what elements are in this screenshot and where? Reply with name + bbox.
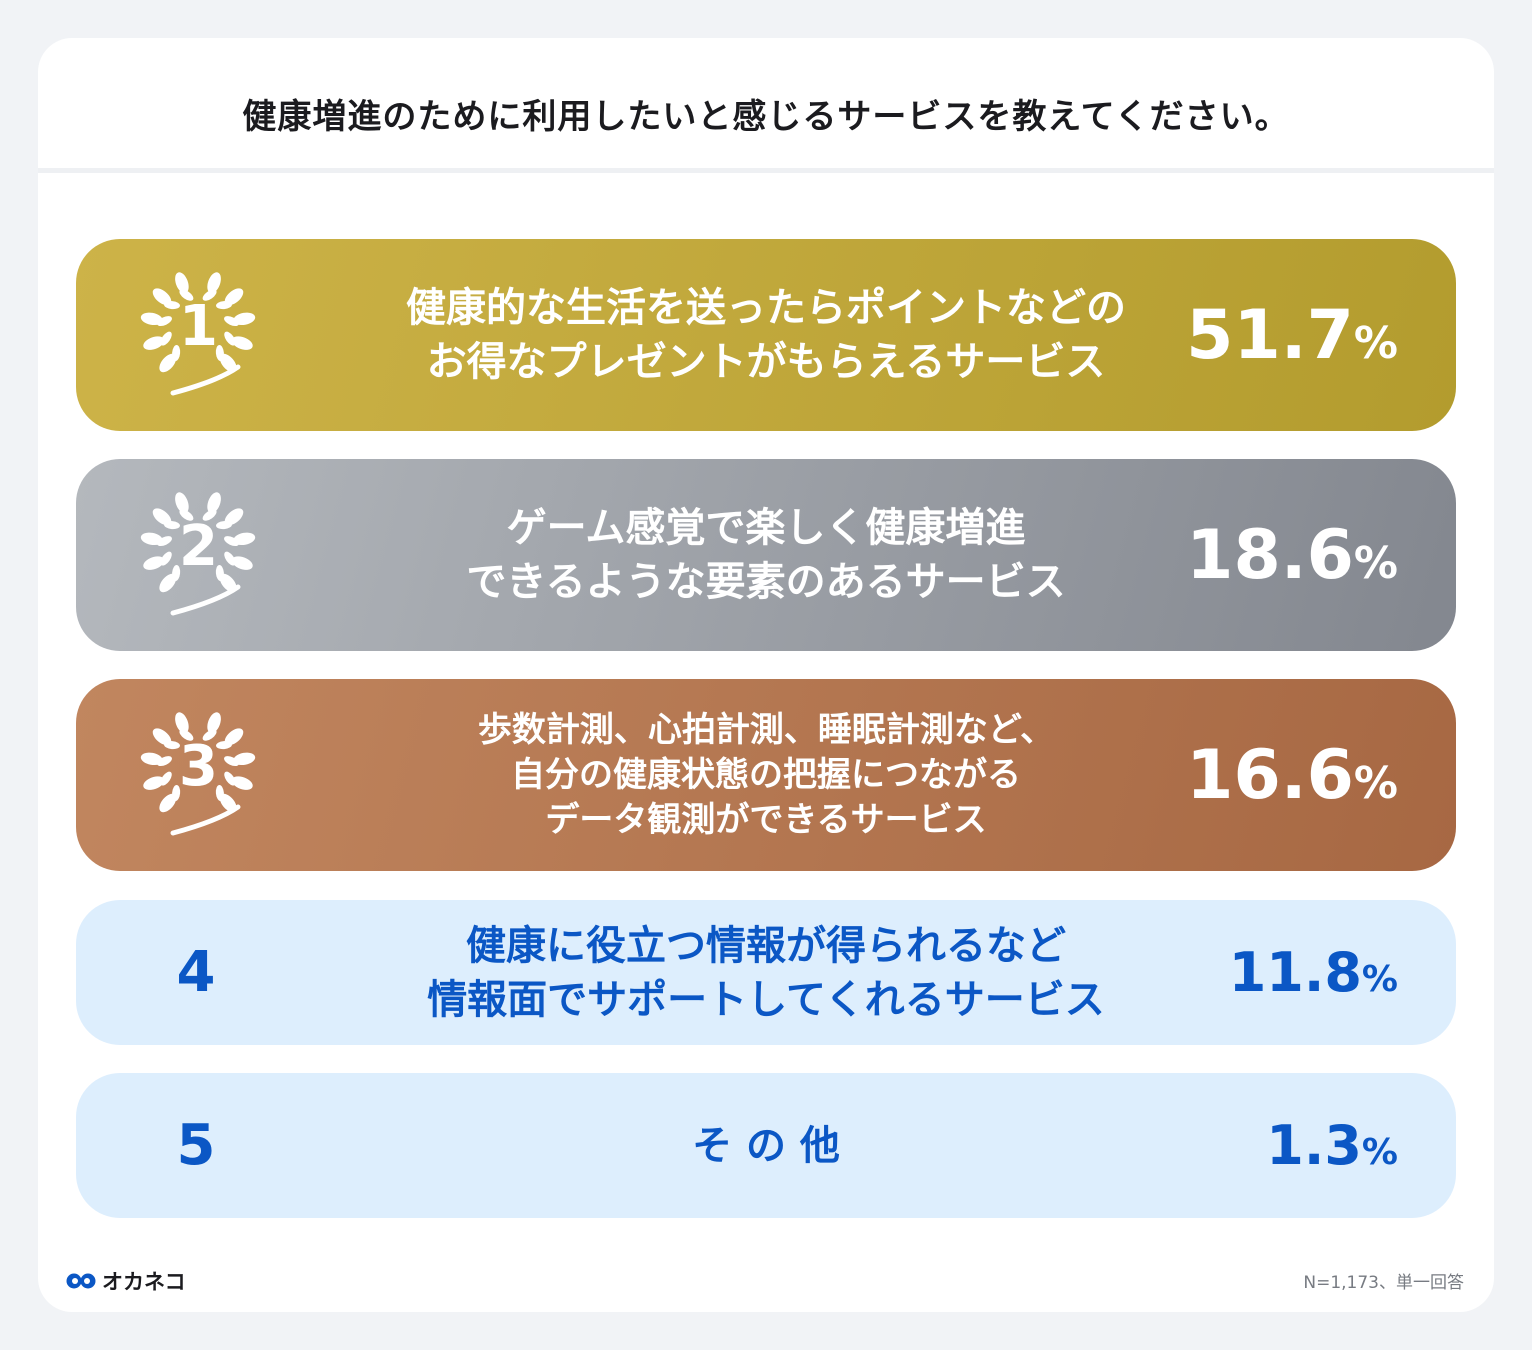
row-label-line: そ の 他 <box>692 1123 840 1169</box>
rank-row-4: 4 健康に役立つ情報が得られるなど 情報面でサポートしてくれるサービス 11.8… <box>76 900 1456 1045</box>
row-label-line: データ観測ができるサービス <box>545 800 987 840</box>
percentage-unit: % <box>1353 758 1398 809</box>
row-label: 健康的な生活を送ったらポイントなどの お得なプレゼントがもらえるサービス <box>306 281 1226 389</box>
row-label-line: 歩数計測、心拍計測、睡眠計測など、 <box>477 710 1055 750</box>
row-label-line: できるような要素のあるサービス <box>466 559 1066 605</box>
rank-number: 3 <box>179 733 218 799</box>
percentage-value: 1.3 <box>1266 1114 1362 1177</box>
rank-row-5: 5 そ の 他 1.3% <box>76 1073 1456 1218</box>
row-label-line: 自分の健康状態の把握につながる <box>511 755 1021 795</box>
title-bar: 健康増進のために利用したいと感じるサービスを教えてください。 <box>38 38 1494 173</box>
percentage-unit: % <box>1361 959 1398 1000</box>
percentage-unit: % <box>1353 538 1398 589</box>
row-label: そ の 他 <box>306 1119 1226 1173</box>
rank-row-3: 3 歩数計測、心拍計測、睡眠計測など、 自分の健康状態の把握につながる データ観… <box>76 679 1456 871</box>
row-label-line: お得なプレゼントがもらえるサービス <box>426 339 1106 385</box>
row-label: ゲーム感覚で楽しく健康増進 できるような要素のあるサービス <box>306 501 1226 609</box>
percentage-value: 16.6 <box>1186 736 1354 815</box>
owl-eyes-icon <box>66 1273 96 1289</box>
laurel-wreath-icon: 3 <box>131 707 266 842</box>
chart-title: 健康増進のために利用したいと感じるサービスを教えてください。 <box>242 96 1290 137</box>
chart-card: 健康増進のために利用したいと感じるサービスを教えてください。 1 健康的な生活を… <box>38 38 1494 1312</box>
laurel-wreath-icon: 1 <box>131 267 266 402</box>
percentage-unit: % <box>1361 1132 1398 1173</box>
row-percentage: 1.3% <box>1266 1114 1398 1177</box>
row-label: 健康に役立つ情報が得られるなど 情報面でサポートしてくれるサービス <box>306 919 1226 1027</box>
row-label-line: 健康的な生活を送ったらポイントなどの <box>406 285 1126 331</box>
row-label: 歩数計測、心拍計測、睡眠計測など、 自分の健康状態の把握につながる データ観測が… <box>306 708 1226 843</box>
percentage-value: 51.7 <box>1186 296 1354 375</box>
row-percentage: 16.6% <box>1186 736 1398 815</box>
row-label-line: ゲーム感覚で楽しく健康増進 <box>506 505 1026 551</box>
row-percentage: 51.7% <box>1186 296 1398 375</box>
row-percentage: 11.8% <box>1229 941 1398 1004</box>
sample-note: N=1,173、単一回答 <box>1303 1273 1464 1293</box>
percentage-value: 11.8 <box>1228 941 1362 1004</box>
laurel-wreath-icon: 2 <box>131 487 266 622</box>
rank-row-2: 2 ゲーム感覚で楽しく健康増進 できるような要素のあるサービス 18.6% <box>76 459 1456 651</box>
rank-number: 1 <box>179 293 218 359</box>
percentage-value: 18.6 <box>1186 516 1354 595</box>
brand-name: オカネコ <box>102 1270 186 1294</box>
rank-number: 2 <box>179 513 218 579</box>
rank-number: 4 <box>176 940 216 1005</box>
row-label-line: 情報面でサポートしてくれるサービス <box>427 977 1105 1023</box>
percentage-unit: % <box>1353 318 1398 369</box>
rank-number: 5 <box>176 1113 216 1178</box>
brand-logo: オカネコ <box>66 1266 186 1296</box>
rank-row-1: 1 健康的な生活を送ったらポイントなどの お得なプレゼントがもらえるサービス 5… <box>76 239 1456 431</box>
row-label-line: 健康に役立つ情報が得られるなど <box>466 923 1066 969</box>
row-percentage: 18.6% <box>1186 516 1398 595</box>
